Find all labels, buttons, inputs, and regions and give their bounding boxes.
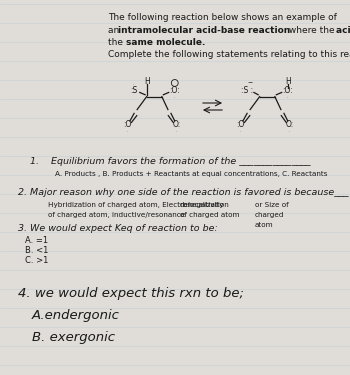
Text: where the: where the (286, 26, 337, 35)
Text: Complete the following statements relating to this reaction.: Complete the following statements relati… (108, 50, 350, 59)
Text: :O: :O (124, 120, 132, 129)
Text: ..: .. (126, 129, 129, 133)
Text: A. =1: A. =1 (25, 236, 48, 245)
Text: 4. we would expect this rxn to be;: 4. we would expect this rxn to be; (18, 287, 244, 300)
Text: :O:: :O: (169, 86, 180, 95)
Text: Hybridization of charged atom, Electronegativity: Hybridization of charged atom, Electrone… (48, 202, 224, 208)
Text: charged: charged (255, 212, 285, 218)
Text: of charged atom, inductive/resonance: of charged atom, inductive/resonance (48, 212, 185, 218)
Text: 1.    Equilibrium favors the formation of the _______________: 1. Equilibrium favors the formation of t… (30, 157, 310, 166)
Text: an: an (108, 26, 122, 35)
Text: ..: .. (287, 95, 289, 99)
Text: B. <1: B. <1 (25, 246, 48, 255)
Text: delocalization: delocalization (180, 202, 230, 208)
Text: same molecule.: same molecule. (126, 38, 205, 47)
Text: the: the (108, 38, 126, 47)
Text: or Size of: or Size of (255, 202, 289, 208)
Text: 2. Major reason why one side of the reaction is favored is because___: 2. Major reason why one side of the reac… (18, 188, 349, 197)
Text: of charged atom: of charged atom (180, 212, 239, 218)
Text: :O:: :O: (282, 86, 293, 95)
Text: ..: .. (133, 82, 135, 86)
Text: B. exergonic: B. exergonic (32, 331, 115, 344)
Text: The following reaction below shows an example of: The following reaction below shows an ex… (108, 13, 337, 22)
Text: acid and base: acid and base (336, 26, 350, 35)
Text: H: H (144, 77, 149, 86)
Text: ..: .. (239, 129, 242, 133)
Text: O:: O: (286, 120, 294, 129)
Text: ..: .. (174, 95, 176, 99)
Text: H: H (285, 77, 290, 86)
Text: A. Products , B. Products + Reactants at equal concentrations, C. Reactants: A. Products , B. Products + Reactants at… (55, 171, 328, 177)
Text: −: − (247, 80, 253, 85)
Text: ..: .. (289, 129, 291, 133)
Text: :S :: :S : (241, 86, 253, 95)
Text: :S: :S (131, 86, 138, 95)
Text: :O: :O (237, 120, 245, 129)
Text: 3. We would expect Keq of reaction to be:: 3. We would expect Keq of reaction to be… (18, 224, 218, 233)
Text: atom: atom (255, 222, 274, 228)
Text: intramolecular acid-base reaction: intramolecular acid-base reaction (118, 26, 290, 35)
Text: O:: O: (173, 120, 181, 129)
Text: ..: .. (176, 129, 178, 133)
Text: A.endergonic: A.endergonic (32, 309, 120, 322)
Text: ..: .. (287, 82, 289, 86)
Text: C. >1: C. >1 (25, 256, 48, 265)
